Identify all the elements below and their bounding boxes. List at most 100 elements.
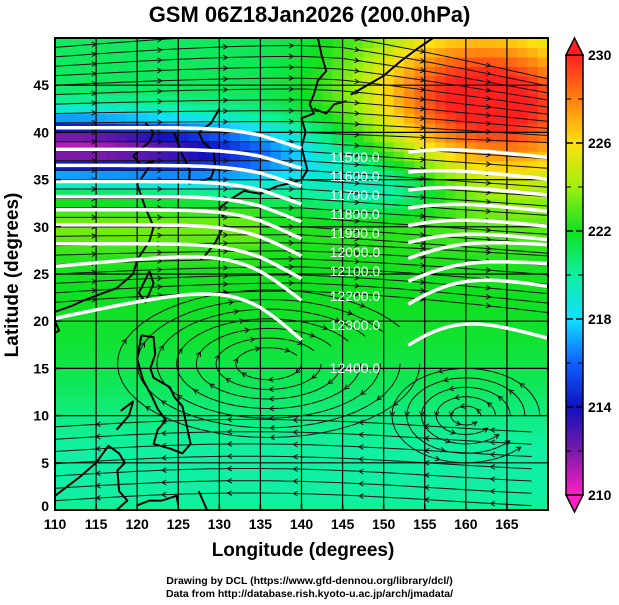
temperature-cell (198, 462, 210, 473)
temperature-cell (352, 283, 364, 294)
temperature-cell (219, 349, 231, 360)
temperature-cell (301, 406, 313, 417)
temperature-cell (383, 132, 395, 143)
temperature-cell (270, 453, 282, 464)
temperature-cell (527, 56, 539, 67)
temperature-cell (301, 217, 313, 228)
temperature-cell (393, 368, 405, 379)
y-tick-label: 15 (33, 360, 49, 376)
temperature-cell (229, 198, 241, 209)
temperature-cell (465, 264, 477, 275)
temperature-cell (393, 226, 405, 237)
temperature-cell (126, 387, 138, 398)
temperature-cell (96, 368, 107, 379)
temperature-cell (342, 425, 354, 436)
temperature-cell (229, 321, 241, 332)
temperature-cell (465, 396, 477, 407)
temperature-cell (280, 340, 292, 351)
temperature-cell (65, 207, 77, 218)
temperature-cell (393, 462, 405, 473)
temperature-cell (280, 255, 292, 266)
temperature-cell (486, 415, 498, 426)
temperature-cell (352, 396, 364, 407)
temperature-cell (311, 56, 323, 67)
temperature-cell (178, 226, 190, 237)
temperature-cell (486, 434, 498, 445)
height-contour (408, 168, 548, 181)
temperature-cell (342, 321, 354, 332)
temperature-cell (332, 462, 344, 473)
temperature-cell (75, 151, 87, 162)
temperature-cell (239, 481, 251, 492)
temperature-cell (393, 387, 405, 398)
temperature-cell (147, 330, 159, 341)
temperature-cell (188, 217, 200, 228)
temperature-cell (280, 141, 292, 152)
temperature-cell (239, 56, 251, 67)
temperature-cell (527, 481, 539, 492)
temperature-cell (167, 500, 179, 510)
temperature-cell (178, 302, 190, 313)
temperature-cell (75, 141, 87, 152)
streamline-arrowhead (485, 87, 492, 93)
temperature-cell (537, 425, 548, 436)
streamline-arrowhead (288, 86, 295, 92)
temperature-cell (250, 415, 262, 426)
temperature-cell (363, 85, 374, 96)
temperature-cell (517, 245, 529, 256)
streamline (55, 198, 548, 216)
temperature-cell (424, 377, 436, 388)
y-tick-label: 25 (33, 266, 49, 282)
temperature-cell (404, 462, 416, 473)
temperature-cell (486, 292, 498, 303)
temperature-cell (219, 38, 231, 49)
temperature-cell (188, 415, 200, 426)
temperature-cell (414, 349, 426, 360)
temperature-cell (435, 141, 446, 152)
streamline-arrowhead (95, 470, 101, 477)
temperature-cell (404, 368, 416, 379)
temperature-cell (435, 170, 446, 181)
temperature-cell (455, 264, 467, 275)
temperature-cell (178, 104, 190, 115)
temperature-cell (352, 207, 364, 218)
temperature-cell (280, 425, 292, 436)
temperature-cell (126, 292, 138, 303)
streamline-arrowhead (423, 484, 430, 491)
temperature-cell (455, 481, 467, 492)
temperature-cell (96, 66, 107, 77)
temperature-cell (445, 340, 457, 351)
temperature-cell (250, 226, 262, 237)
streamline-arrowhead (489, 439, 496, 446)
temperature-cell (435, 349, 446, 360)
temperature-cell (126, 377, 138, 388)
temperature-cell (157, 302, 169, 313)
temperature-cell (260, 377, 272, 388)
streamline-arrowhead (292, 478, 298, 485)
temperature-cell (96, 56, 107, 67)
temperature-cell (260, 443, 272, 454)
temperature-cell (404, 349, 416, 360)
temperature-cell (445, 274, 457, 285)
temperature-cell (55, 425, 66, 436)
temperature-cell (445, 396, 457, 407)
temperature-cell (342, 113, 354, 124)
temperature-cell (527, 302, 539, 313)
temperature-cell (219, 217, 231, 228)
temperature-cell (209, 387, 220, 398)
temperature-cell (280, 349, 292, 360)
temperature-cell (455, 311, 467, 322)
temperature-cell (311, 226, 323, 237)
temperature-cell (383, 75, 395, 86)
temperature-cell (96, 132, 107, 143)
temperature-cell (198, 368, 210, 379)
temperature-cell (445, 75, 457, 86)
temperature-cell (239, 387, 251, 398)
temperature-cell (496, 122, 508, 133)
temperature-cell (476, 491, 487, 502)
streamline-arrowhead (471, 421, 478, 427)
temperature-cell (219, 387, 231, 398)
temperature-cell (404, 377, 416, 388)
temperature-cell (332, 415, 344, 426)
temperature-cell (537, 377, 548, 388)
